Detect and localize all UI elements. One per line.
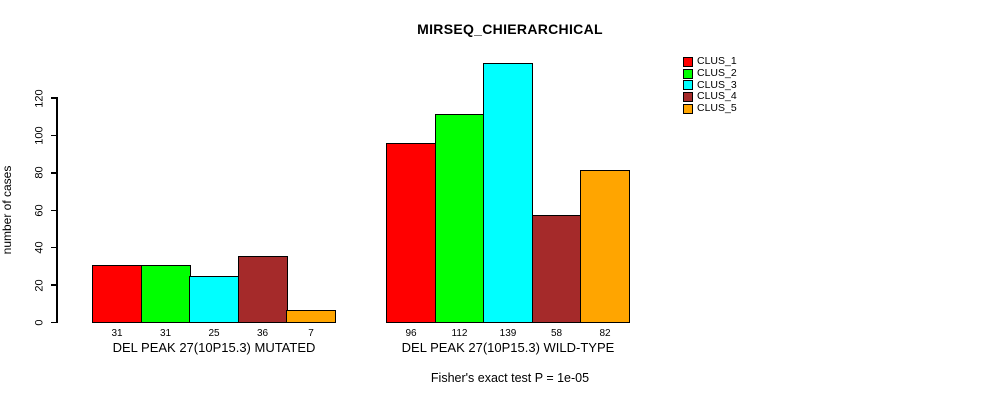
y-axis-tick-label: 0 bbox=[33, 319, 46, 326]
legend-label: CLUS_2 bbox=[697, 67, 737, 80]
bar-clus_5: 7 bbox=[286, 309, 336, 339]
legend-item: CLUS_4 bbox=[683, 91, 737, 103]
bar-clus_1: 31 bbox=[92, 265, 142, 339]
y-axis-tick bbox=[51, 246, 57, 249]
y-axis-tick-label: 20 bbox=[33, 278, 46, 292]
y-axis-tick bbox=[51, 209, 57, 212]
y-axis-tick bbox=[51, 321, 57, 324]
chart-title: MIRSEQ_CHIERARCHICAL bbox=[417, 21, 603, 37]
bar-clus_4: 36 bbox=[237, 255, 288, 339]
bar-value-label: 31 bbox=[111, 328, 123, 339]
y-axis-label: number of cases bbox=[0, 165, 14, 255]
y-axis-tick-label: 100 bbox=[33, 126, 46, 145]
bar-clus_2: 112 bbox=[434, 113, 485, 339]
legend-label: CLUS_1 bbox=[697, 55, 737, 68]
legend-label: CLUS_4 bbox=[697, 90, 737, 103]
bar-value-label: 7 bbox=[308, 328, 314, 339]
bar-value-label: 82 bbox=[599, 328, 611, 339]
legend-item: CLUS_3 bbox=[683, 79, 737, 91]
bar-value-label: 31 bbox=[159, 328, 172, 339]
legend-label: CLUS_3 bbox=[697, 78, 737, 91]
bar-value-label: 139 bbox=[499, 328, 517, 339]
legend-swatch bbox=[683, 91, 693, 102]
fisher-test-annotation: Fisher's exact test P = 1e-05 bbox=[430, 371, 590, 385]
bar-value-label: 58 bbox=[550, 328, 563, 339]
bar-clus_2: 31 bbox=[140, 265, 191, 339]
legend-swatch bbox=[683, 56, 693, 67]
bar-group: 96 112 139 58 82 bbox=[386, 63, 630, 339]
y-axis-tick-label: 40 bbox=[33, 241, 46, 254]
bar-value-label: 96 bbox=[405, 328, 417, 339]
legend-swatch bbox=[683, 103, 693, 114]
bar-clus_5: 82 bbox=[580, 169, 630, 339]
legend-item: CLUS_1 bbox=[683, 56, 737, 68]
bar-value-label: 25 bbox=[208, 328, 220, 339]
x-group-label: DEL PEAK 27(10P15.3) MUTATED bbox=[112, 340, 316, 355]
y-axis-tick-label: 60 bbox=[33, 204, 46, 217]
y-axis-tick bbox=[51, 97, 57, 99]
y-axis-tick-label: 120 bbox=[33, 88, 46, 108]
y-axis-tick bbox=[51, 284, 57, 286]
y-axis-tick bbox=[51, 172, 57, 174]
bar-clus_1: 96 bbox=[386, 143, 436, 339]
legend-item: CLUS_5 bbox=[683, 103, 737, 115]
y-axis-tick bbox=[51, 134, 57, 137]
bar-value-label: 36 bbox=[256, 328, 269, 339]
bar-value-label: 112 bbox=[451, 328, 468, 339]
legend-swatch bbox=[683, 80, 693, 91]
x-group-label: DEL PEAK 27(10P15.3) WILD-TYPE bbox=[401, 340, 615, 355]
bar-clus_4: 58 bbox=[531, 214, 582, 339]
y-axis-tick-label: 80 bbox=[33, 166, 46, 180]
bar-clus_3: 25 bbox=[189, 276, 239, 339]
bar-clus_3: 139 bbox=[483, 63, 533, 339]
legend-item: CLUS_2 bbox=[683, 68, 737, 80]
legend-label: CLUS_5 bbox=[697, 102, 737, 115]
bar-group: 31 31 25 36 7 bbox=[92, 255, 336, 339]
legend-swatch bbox=[683, 68, 693, 79]
legend: CLUS_1 CLUS_2 CLUS_3 CLUS_4 CLUS_5 bbox=[683, 56, 737, 114]
